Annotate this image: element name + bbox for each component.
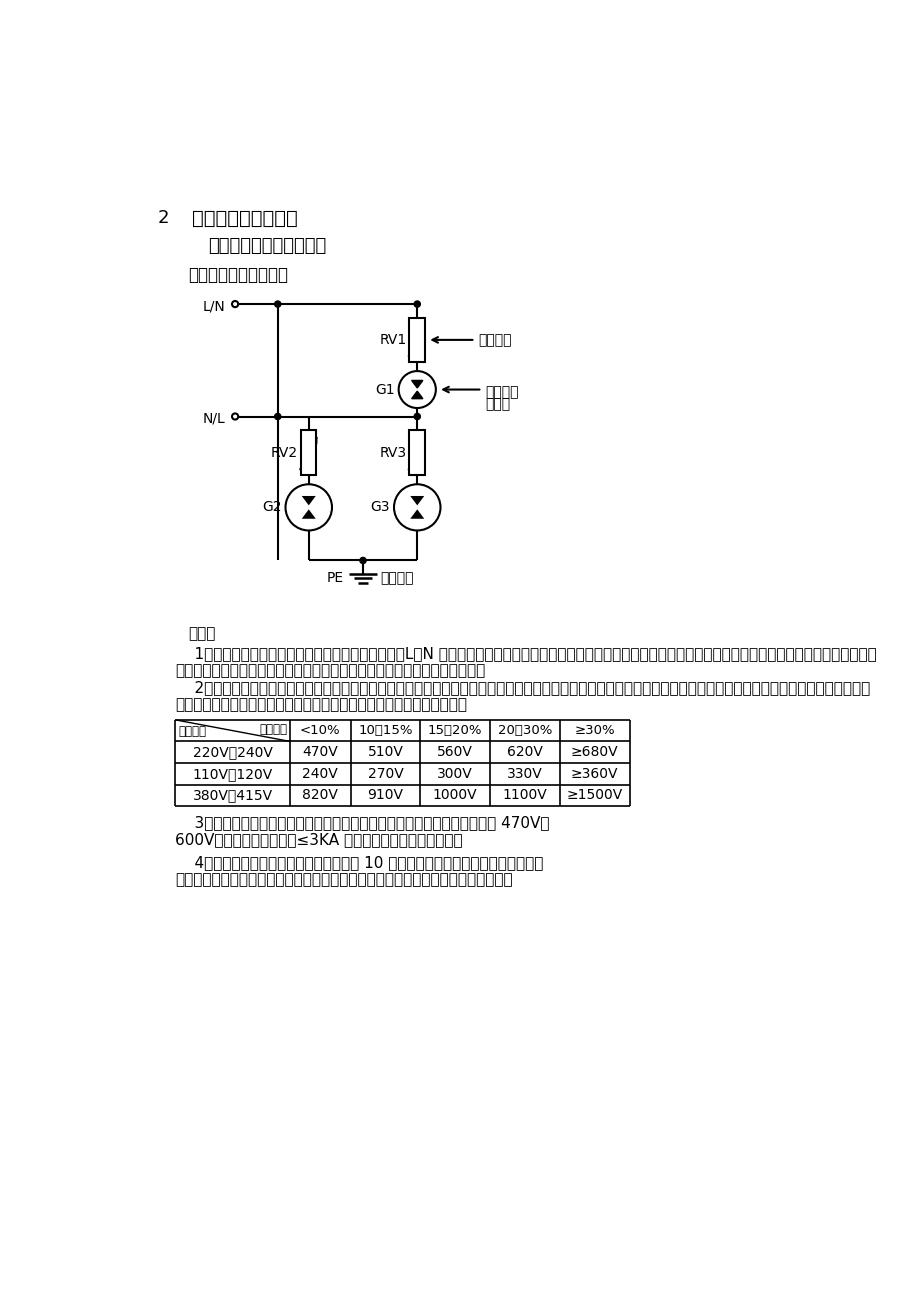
Text: 3、陶瓷气体放电管的通流容量根据要求的通流容量选择，直流击穿电压为 470V～: 3、陶瓷气体放电管的通流容量根据要求的通流容量选择，直流击穿电压为 470V～: [176, 815, 550, 831]
Text: 放电管: 放电管: [485, 397, 510, 411]
Text: 4、压敏电阻和气体放电管都必须按冲击 10 次以上的降额值计算通流容量（压敏电: 4、压敏电阻和气体放电管都必须按冲击 10 次以上的降额值计算通流容量（压敏电: [176, 855, 543, 871]
Polygon shape: [410, 496, 424, 505]
Text: ≥1500V: ≥1500V: [566, 788, 622, 802]
Text: 1000V: 1000V: [433, 788, 477, 802]
Text: 330V: 330V: [506, 767, 542, 781]
Text: 600V。当要求的通流容量≤3KA 时，可以用玻璃放电管代替。: 600V。当要求的通流容量≤3KA 时，可以用玻璃放电管代替。: [176, 832, 462, 848]
Text: 470V: 470V: [302, 745, 338, 759]
Text: 说明：: 说明：: [188, 626, 216, 641]
Text: ≥680V: ≥680V: [571, 745, 618, 759]
Text: 270V: 270V: [368, 767, 403, 781]
Text: G2: G2: [262, 500, 281, 514]
Text: 电阻并联（应挑选压敏电压相近的并联，以延长使用寿命和确保安全）。: 电阻并联（应挑选压敏电压相近的并联，以延长使用寿命和确保安全）。: [176, 697, 467, 712]
Text: 额定电压: 额定电压: [178, 725, 207, 738]
Text: 2、压敏电阻的压敏电压值参照下表选取（选压敏电压高一点的更安全、耐用，故障率低，但残压略高）；根据通流容量要求选择外形尺寸和封装形式，或采用几个压敏: 2、压敏电阻的压敏电压值参照下表选取（选压敏电压高一点的更安全、耐用，故障率低，…: [176, 680, 869, 695]
Text: 380V～415V: 380V～415V: [192, 788, 273, 802]
Circle shape: [414, 414, 420, 419]
Circle shape: [359, 557, 366, 564]
Text: 110V～120V: 110V～120V: [192, 767, 273, 781]
Text: 保护接地: 保护接地: [380, 572, 414, 585]
Polygon shape: [411, 380, 423, 388]
Circle shape: [393, 484, 440, 530]
Text: 15～20%: 15～20%: [427, 724, 482, 737]
Polygon shape: [410, 509, 424, 518]
Text: L/N: L/N: [203, 299, 225, 314]
Text: G1: G1: [375, 383, 394, 397]
Circle shape: [275, 301, 280, 307]
Text: 波动范围: 波动范围: [259, 723, 287, 736]
Text: 240V: 240V: [302, 767, 338, 781]
Circle shape: [275, 414, 280, 419]
Text: 一、交流电源防雷器: 一、交流电源防雷器: [192, 208, 298, 228]
Bar: [301, 431, 316, 475]
Text: 220V～240V: 220V～240V: [193, 745, 272, 759]
Text: 压敏电阻: 压敏电阻: [478, 333, 511, 346]
Circle shape: [414, 301, 420, 307]
Text: ≥30%: ≥30%: [573, 724, 615, 737]
Text: G3: G3: [370, 500, 390, 514]
Text: PE: PE: [326, 572, 344, 585]
Text: 820V: 820V: [302, 788, 338, 802]
Bar: [409, 431, 425, 475]
Text: 电路二：较安全的电路: 电路二：较安全的电路: [188, 266, 289, 284]
Text: 300V: 300V: [437, 767, 472, 781]
Text: 陶瓷气体: 陶瓷气体: [485, 385, 518, 398]
Polygon shape: [411, 391, 423, 398]
Text: RV1: RV1: [379, 333, 406, 346]
Text: N/L: N/L: [203, 411, 225, 426]
Text: 20～30%: 20～30%: [497, 724, 551, 737]
Text: （一）单相并联式防雷器: （一）单相并联式防雷器: [208, 237, 326, 255]
Text: 510V: 510V: [367, 745, 403, 759]
Polygon shape: [301, 509, 315, 518]
Circle shape: [398, 371, 436, 408]
Text: 910V: 910V: [367, 788, 403, 802]
Text: 620V: 620V: [506, 745, 542, 759]
Bar: [409, 318, 425, 362]
Text: ≥360V: ≥360V: [571, 767, 618, 781]
Text: 起火灾。缺点：万一压敏电阻和陶瓷气体放电管都短路失效时还有可能起火。: 起火灾。缺点：万一压敏电阻和陶瓷气体放电管都短路失效时还有可能起火。: [176, 663, 485, 678]
Text: 阻为一次冲击通流容量的三分之一左右，气体放电管为最大通流容量的一半左右）。: 阻为一次冲击通流容量的三分之一左右，气体放电管为最大通流容量的一半左右）。: [176, 872, 513, 888]
Text: 1、优点：采用复合对称电路，共模、差模全保护，L、N 可以随便接，正常工作时无漏电流，可延长器件使用寿命，由于陶瓷气体放电管失效模式大多为开路，不易引: 1、优点：采用复合对称电路，共模、差模全保护，L、N 可以随便接，正常工作时无漏…: [176, 646, 876, 661]
Circle shape: [285, 484, 332, 530]
Text: RV2: RV2: [270, 445, 298, 460]
Text: RV3: RV3: [379, 445, 406, 460]
Polygon shape: [301, 496, 315, 505]
Text: <10%: <10%: [300, 724, 340, 737]
Text: 1100V: 1100V: [502, 788, 547, 802]
Text: 2: 2: [157, 208, 169, 227]
Text: 560V: 560V: [437, 745, 472, 759]
Text: 10～15%: 10～15%: [357, 724, 413, 737]
